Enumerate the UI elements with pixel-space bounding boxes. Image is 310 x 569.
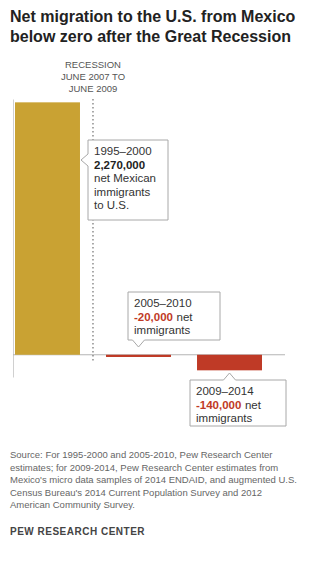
chart: Net migration to the U.S. from Mexico bel… — [0, 0, 310, 569]
source: American Community Survey. — [10, 499, 135, 510]
callout-category: 1995–2000 — [94, 145, 152, 157]
y-axis — [13, 100, 15, 378]
callout-note: net Mexican — [94, 172, 156, 184]
callout-category: 2009–2014 — [196, 385, 254, 397]
callout-note: to U.S. — [94, 199, 129, 211]
data-label: 2,270,000 — [94, 159, 145, 171]
data-label: -20,000 — [134, 311, 173, 323]
callout-box — [190, 373, 286, 426]
callout-category: 2005–2010 — [134, 297, 192, 309]
title: Net migration to the U.S. from Mexico — [10, 8, 296, 25]
callout-box — [81, 140, 168, 220]
callout-note: immigrants — [134, 324, 190, 336]
recession-label: JUNE 2009 — [69, 83, 118, 94]
callout-note: immigrants — [94, 186, 150, 198]
title: below zero after the Great Recession — [10, 28, 291, 45]
bar — [197, 355, 262, 371]
callout-note: immigrants — [196, 412, 252, 424]
source: Source: For 1995-2000 and 2005-2010, Pew… — [10, 449, 272, 460]
callout-note: net — [245, 399, 262, 411]
recession-label: JUNE 2007 TO — [61, 71, 125, 82]
source: Mexico's micro data samples of 2014 ENDA… — [10, 474, 297, 485]
callout-box — [128, 292, 220, 347]
callout-note: net — [177, 311, 194, 323]
bar — [106, 355, 171, 357]
data-label: -140,000 — [196, 399, 241, 411]
bars — [15, 102, 262, 370]
source: Census Bureau's 2014 Current Population … — [10, 487, 262, 498]
source: estimates; for 2009-2014, Pew Research C… — [10, 462, 278, 473]
recession-line — [92, 99, 93, 362]
credit: PEW RESEARCH CENTER — [10, 526, 145, 537]
recession-label: RECESSION — [65, 59, 121, 70]
y-axis-line — [13, 100, 14, 378]
bar — [15, 102, 80, 354]
